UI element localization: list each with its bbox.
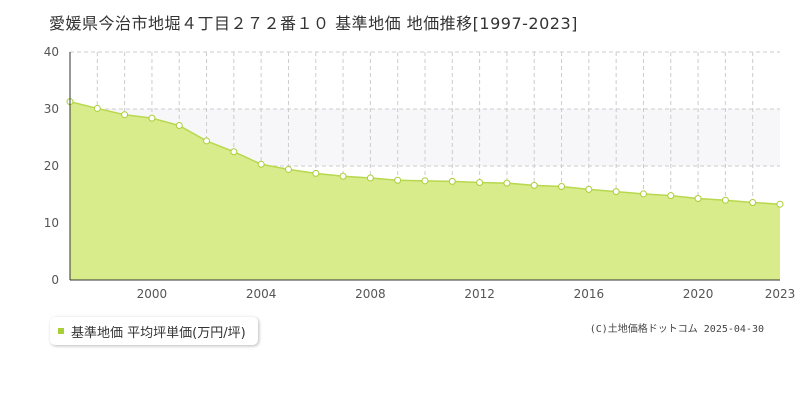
y-tick-label: 10 (44, 216, 59, 230)
data-point (366, 174, 374, 182)
data-point (230, 148, 238, 156)
x-tick-label: 2016 (574, 287, 605, 301)
legend-label: 基準地価 平均坪単価(万円/坪) (71, 325, 246, 341)
x-tick-label: 2000 (137, 287, 168, 301)
copyright-credit: (C)土地価格ドットコム 2025-04-30 (589, 324, 764, 335)
data-point (667, 192, 675, 200)
data-point (503, 179, 511, 187)
data-point (148, 114, 156, 122)
data-point (694, 194, 702, 202)
y-tick-label: 30 (44, 102, 59, 116)
data-point (312, 169, 320, 177)
data-point (257, 160, 265, 168)
data-point (203, 137, 211, 145)
x-tick-label: 2004 (246, 287, 277, 301)
data-point (776, 200, 784, 208)
data-point (421, 177, 429, 185)
y-tick-label: 40 (44, 45, 59, 59)
data-point (558, 183, 566, 191)
data-point (93, 104, 101, 112)
data-point (749, 198, 757, 206)
data-point (121, 111, 129, 119)
chart-title: 愛媛県今治市地堀４丁目２７２番１０ 基準地価 地価推移[1997-2023] (49, 14, 578, 33)
x-tick-label: 2020 (683, 287, 714, 301)
data-point (448, 177, 456, 185)
data-point (476, 179, 484, 187)
legend[interactable]: 基準地価 平均坪単価(万円/坪) (50, 317, 258, 345)
data-point (530, 181, 538, 189)
data-point (339, 172, 347, 180)
data-point (175, 122, 183, 130)
x-tick-label: 2023 (765, 287, 796, 301)
data-point (721, 196, 729, 204)
x-tick-label: 2012 (464, 287, 495, 301)
legend-swatch-icon (58, 328, 64, 334)
y-tick-label: 0 (51, 273, 59, 287)
x-tick-label: 2008 (355, 287, 386, 301)
data-point (639, 190, 647, 198)
y-tick-label: 20 (44, 159, 59, 173)
data-point (612, 188, 620, 196)
series-area (70, 101, 780, 280)
data-point (394, 176, 402, 184)
data-point (585, 185, 593, 193)
data-point (284, 165, 292, 173)
